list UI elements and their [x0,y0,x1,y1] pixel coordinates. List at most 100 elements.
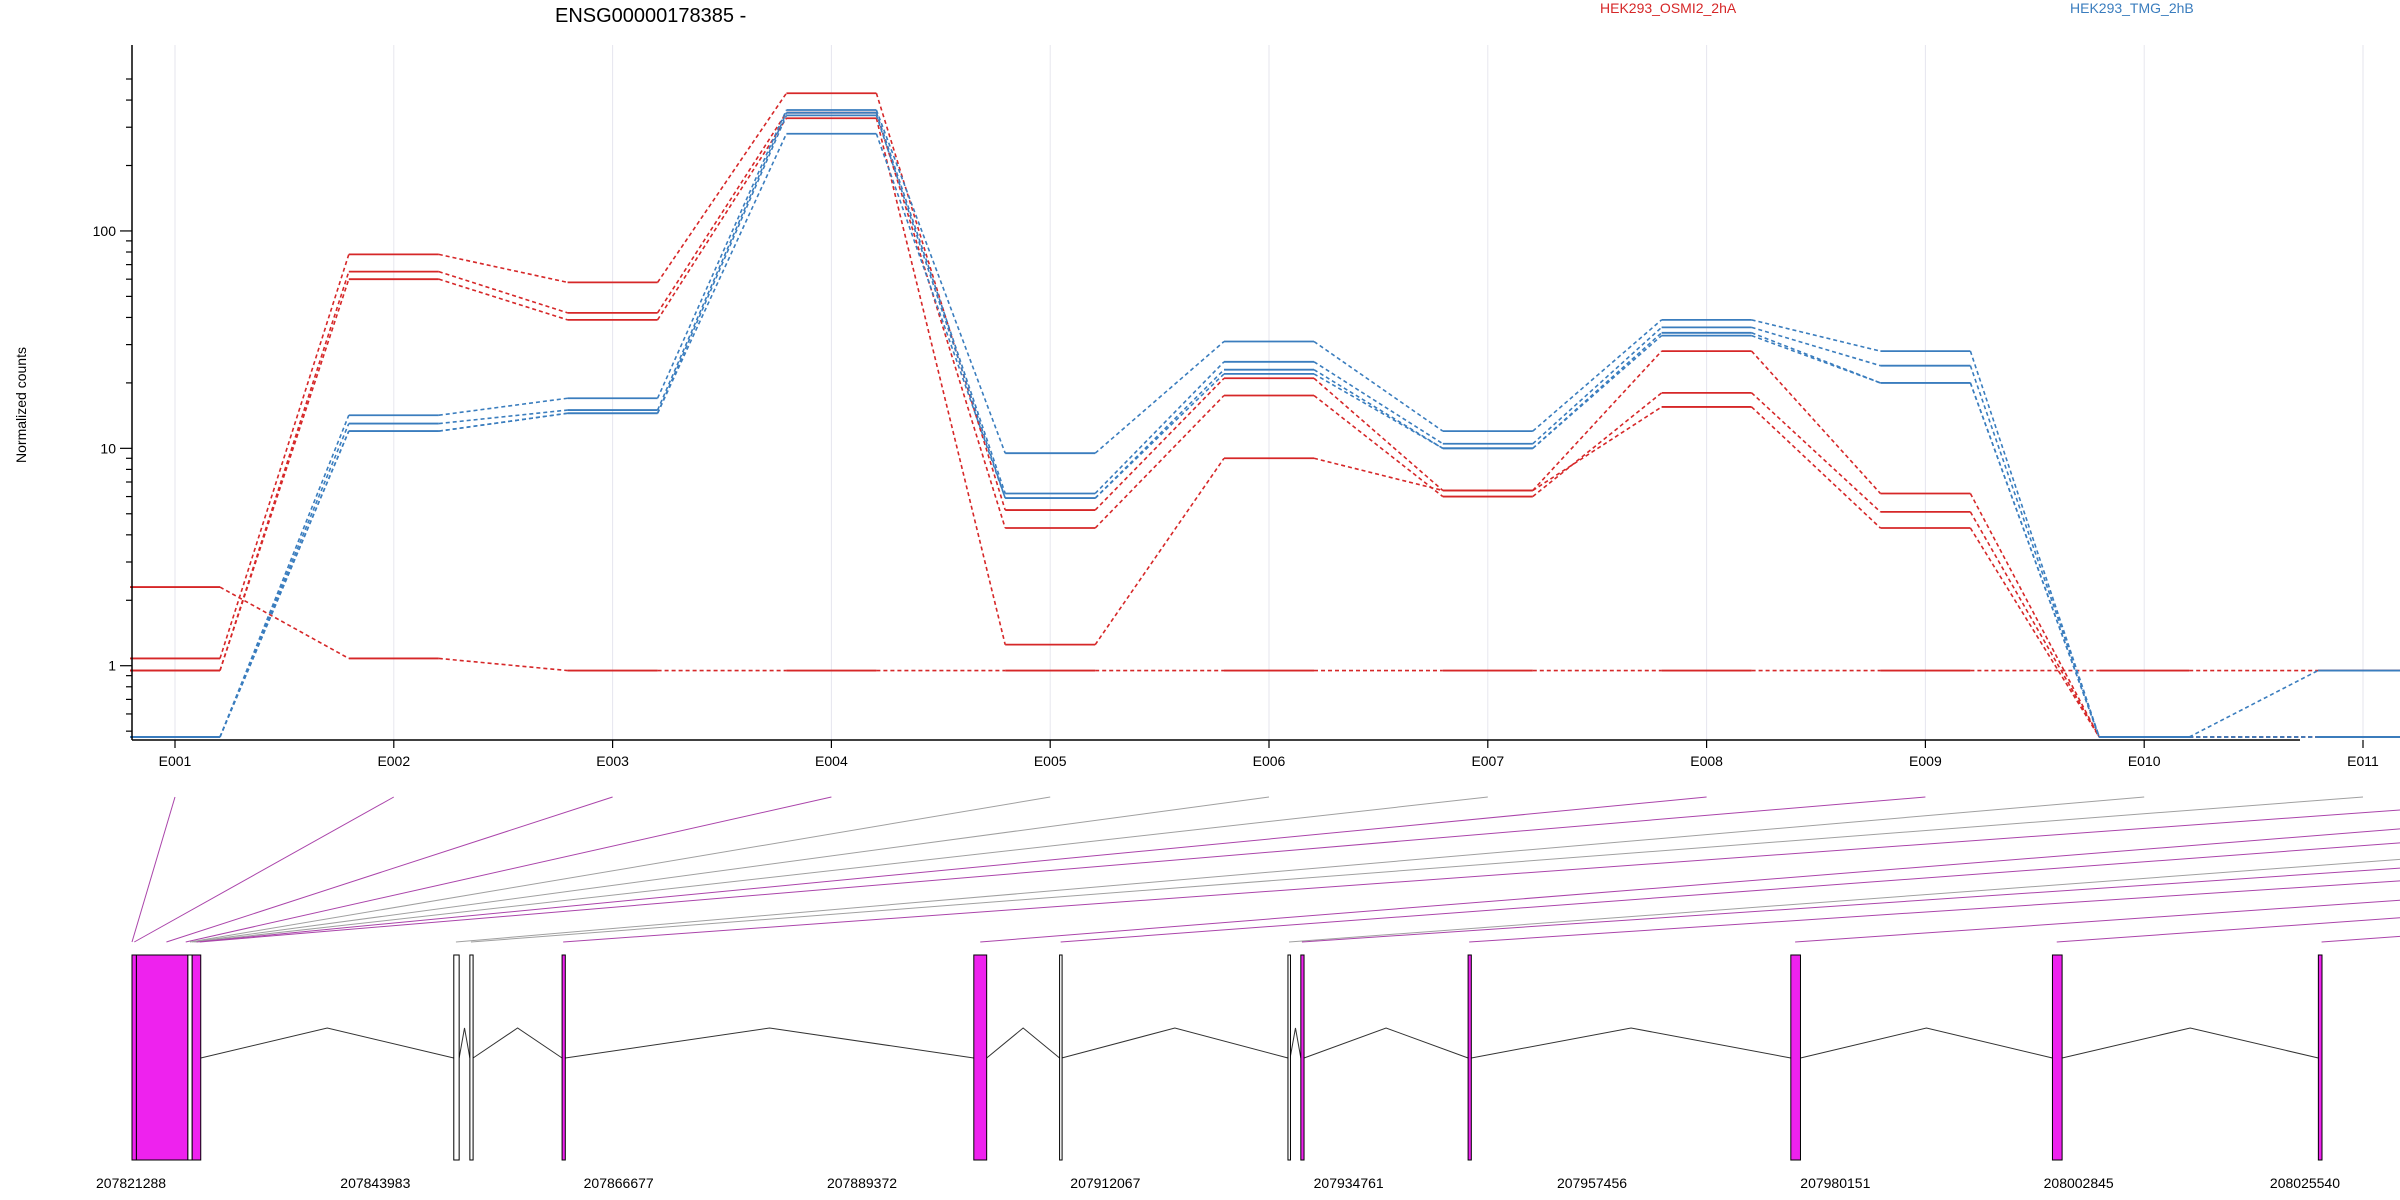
series-7 [130,114,2400,738]
series-2-connector [1751,350,1881,494]
coordinate-label: 208025540 [2270,1175,2340,1191]
x-tick-label-e009: E009 [1909,753,1942,769]
x-tick-label-e011: E011 [2347,753,2379,769]
y-tick-label: 1 [108,658,116,674]
series-4-connector [1094,457,1225,646]
series-6-connector [875,112,1006,494]
exon-e003 [187,954,193,1161]
series-3-connector [875,112,1006,529]
series-3-connector [438,270,568,314]
exon-e004 [191,954,202,1161]
link-e004 [185,796,832,943]
series-6-connector [1751,326,1881,367]
intron-4 [200,1027,454,1059]
coordinate-label: 207934761 [1314,1175,1384,1191]
axes: 1 10 100 E001 E002 E003 E004 E005 E006 E007 E008 E0… [93,45,2379,769]
series-2-connector [1094,377,1225,511]
x-tick-label-e006: E006 [1253,753,1286,769]
link-e002 [134,796,395,943]
series-5-connector [1532,319,1663,432]
y-tick-label: 100 [93,223,117,239]
series-4-connector [438,278,568,321]
series-5-connector [1313,340,1444,432]
series-7-connector [1532,332,1663,449]
link-e017 [1469,880,2400,943]
series-2 [130,92,2400,738]
chart-title: ENSG00000178385 - [555,5,746,27]
series-7-connector [656,115,788,414]
series-2-connector [1532,350,1663,492]
series-4-connector [1751,406,1881,529]
coordinate-label: 207912067 [1070,1175,1140,1191]
series-4 [130,117,2400,738]
exon-e002 [135,954,189,1161]
series-8-connector [1313,373,1444,450]
series-6 [130,111,2400,738]
series-4-connector [1532,406,1663,492]
series-8-connector [1094,373,1225,499]
intron-14 [2061,1027,2319,1059]
series-7-connector [875,115,1006,499]
x-tick-label-e007: E007 [1471,753,1504,769]
coordinate-label: 207866677 [584,1175,654,1191]
intron-11 [1303,1027,1469,1059]
series-4-connector [219,278,350,671]
exon-e005 [453,954,460,1161]
series-8-connector [875,133,1006,499]
series-2-connector [438,253,568,284]
series-5-connector [1094,340,1225,454]
series-7-connector [1751,332,1881,384]
series-2-connector [1969,493,2100,738]
exon-e012 [1467,954,1472,1161]
link-e003 [166,796,613,943]
series-6-connector [1969,365,2100,738]
series-4-connector [1969,527,2100,738]
legend-entry-tmg: HEK293_TMG_2hB [2070,0,2194,16]
exon-e008 [973,954,988,1161]
series-1-connector [219,586,350,660]
series-3-connector [1532,392,1663,498]
link-e016 [1301,867,2400,943]
link-e011 [470,796,2364,943]
x-tick-label-e004: E004 [815,753,848,769]
exon-e001 [131,954,137,1161]
series-6-connector [1532,326,1663,445]
series-8-connector [219,430,350,738]
series-2-connector [656,92,788,283]
series-8-connector [438,412,568,432]
series-6-connector [438,409,568,425]
exon-e015 [2317,954,2323,1161]
coordinate-label: 207980151 [1800,1175,1870,1191]
exon-e010 [1287,954,1291,1161]
coordinate-label: 207957456 [1557,1175,1627,1191]
intron-5 [458,1027,471,1059]
series-5 [130,109,2400,738]
x-tick-label-e003: E003 [596,753,629,769]
link-e012 [563,809,2400,943]
series-layer [130,92,2400,738]
link-e001 [131,796,176,943]
series-8-connector [656,133,788,414]
intron-8 [986,1027,1060,1059]
link-e015 [1289,858,2400,943]
intron-13 [1800,1027,2053,1059]
exon-links [131,796,2400,943]
series-2-connector [1313,377,1444,492]
legend-entry-osmi2: HEK293_OSMI2_2hA [1600,0,1737,16]
series-8-connector [1532,335,1663,449]
grid [174,45,2364,740]
exon-e006 [469,954,474,1161]
series-6-connector [656,112,788,411]
coordinate-label: 207821288 [96,1175,166,1191]
coordinate-label: 208002845 [2044,1175,2114,1191]
link-e008 [196,796,1707,943]
exon-e014 [2051,954,2063,1161]
x-tick-label-e005: E005 [1034,753,1067,769]
series-7-connector [1094,369,1225,499]
y-tick-label: 10 [100,440,116,456]
series-4-connector [875,118,1006,645]
series-3-connector [1969,511,2100,738]
series-5-connector [875,109,1006,454]
intron-12 [1471,1027,1791,1059]
